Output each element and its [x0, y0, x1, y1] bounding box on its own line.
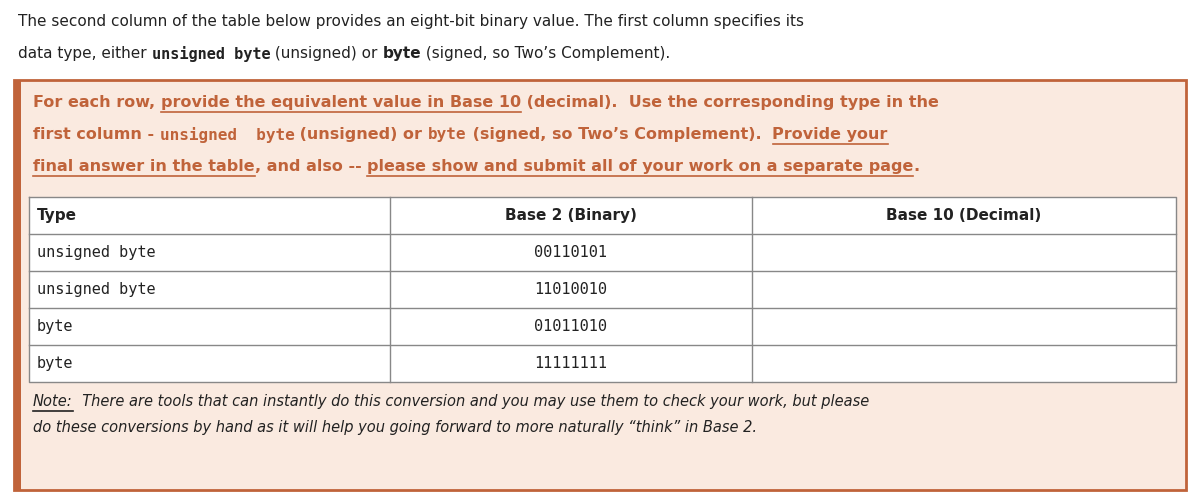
Text: byte: byte	[37, 356, 73, 371]
Text: please show and submit all of your work on a separate page: please show and submit all of your work …	[367, 159, 913, 174]
Text: Type: Type	[37, 208, 77, 223]
Text: unsigned  byte: unsigned byte	[160, 127, 294, 143]
Text: 11111111: 11111111	[534, 356, 607, 371]
Text: The second column of the table below provides an eight-bit binary value. The fir: The second column of the table below pro…	[18, 14, 804, 29]
Text: Base 10 (Decimal): Base 10 (Decimal)	[886, 208, 1042, 223]
Text: data type, either: data type, either	[18, 46, 151, 61]
Text: unsigned byte: unsigned byte	[151, 46, 270, 62]
Text: For each row,: For each row,	[34, 95, 161, 110]
Text: 01011010: 01011010	[534, 319, 607, 334]
Text: final answer in the table: final answer in the table	[34, 159, 254, 174]
Text: unsigned byte: unsigned byte	[37, 282, 156, 297]
Text: 11010010: 11010010	[534, 282, 607, 297]
Text: byte: byte	[428, 127, 467, 142]
Text: (signed, so Two’s Complement).: (signed, so Two’s Complement).	[467, 127, 773, 142]
Bar	[14, 80, 22, 490]
Text: (unsigned) or: (unsigned) or	[294, 127, 428, 142]
Bar	[29, 197, 1176, 382]
Text: .: .	[913, 159, 919, 174]
Text: first column -: first column -	[34, 127, 160, 142]
Text: Base 2 (Binary): Base 2 (Binary)	[505, 208, 637, 223]
Text: unsigned byte: unsigned byte	[37, 245, 156, 260]
Text: (decimal).  Use the corresponding type in the: (decimal). Use the corresponding type in…	[521, 95, 938, 110]
Text: 00110101: 00110101	[534, 245, 607, 260]
Text: Note:: Note:	[34, 394, 73, 409]
Text: provide the equivalent value in Base 10: provide the equivalent value in Base 10	[161, 95, 521, 110]
Text: byte: byte	[37, 319, 73, 334]
Text: (signed, so Two’s Complement).: (signed, so Two’s Complement).	[421, 46, 671, 61]
Text: (unsigned) or: (unsigned) or	[270, 46, 383, 61]
Text: There are tools that can instantly do this conversion and you may use them to ch: There are tools that can instantly do th…	[73, 394, 869, 409]
Text: Provide your: Provide your	[773, 127, 888, 142]
Bar	[14, 80, 1186, 490]
Text: byte: byte	[383, 46, 421, 61]
Text: do these conversions by hand as it will help you going forward to more naturally: do these conversions by hand as it will …	[34, 420, 757, 435]
Text: , and also --: , and also --	[254, 159, 367, 174]
